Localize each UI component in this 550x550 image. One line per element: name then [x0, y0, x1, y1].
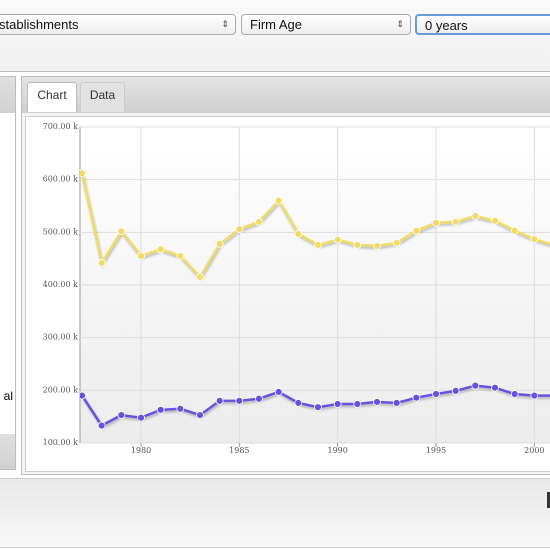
- point: [176, 404, 185, 413]
- panel-header: [0, 77, 15, 113]
- point: [510, 390, 519, 398]
- point: [491, 383, 499, 392]
- point: [294, 230, 303, 238]
- point: [117, 227, 126, 236]
- y-tick-label: 700.00 k: [43, 122, 79, 131]
- point: [373, 242, 381, 250]
- point: [117, 411, 126, 419]
- point: [156, 245, 165, 254]
- x-tick-label: 1980: [131, 446, 151, 455]
- point: [373, 398, 381, 406]
- y-tick-label: 200.00 k: [43, 385, 79, 394]
- point: [215, 396, 224, 405]
- point: [392, 399, 401, 407]
- point: [156, 405, 165, 414]
- point: [196, 411, 204, 419]
- point: [255, 394, 263, 403]
- panel-footer: [0, 434, 15, 469]
- point: [137, 252, 145, 260]
- point: [97, 421, 106, 430]
- point: [412, 226, 421, 235]
- point: [471, 381, 480, 390]
- y-tick-label: 600.00 k: [43, 175, 79, 184]
- point: [176, 252, 185, 260]
- y-tick-label: 100.00 k: [43, 438, 79, 447]
- point: [314, 241, 322, 249]
- select[interactable]: stablishments ⇕: [0, 14, 236, 35]
- point: [451, 386, 460, 395]
- y-tick-label: 400.00 k: [43, 280, 79, 289]
- point: [80, 391, 86, 400]
- select[interactable]: Firm Age ⇕: [241, 14, 411, 35]
- footer-bar: [0, 478, 550, 548]
- point: [274, 388, 283, 396]
- select-text: 0 years: [425, 18, 468, 33]
- point: [432, 390, 440, 398]
- select[interactable]: 0 years: [415, 14, 550, 35]
- plot: [80, 126, 550, 444]
- point: [530, 235, 539, 244]
- point: [412, 393, 421, 402]
- point: [353, 400, 362, 408]
- y-tick-label: 300.00 k: [43, 333, 79, 342]
- select-text: Firm Age: [250, 17, 303, 32]
- point: [80, 169, 86, 178]
- point: [314, 403, 322, 412]
- point: [471, 212, 480, 220]
- left-panel: al: [0, 76, 16, 470]
- point: [235, 225, 244, 234]
- y-tick-label: 500.00 k: [43, 227, 79, 236]
- point: [255, 217, 263, 226]
- x-tick-label: 2000: [524, 446, 544, 455]
- point: [196, 273, 204, 282]
- point: [97, 258, 106, 267]
- x-tick-label: 1985: [229, 446, 249, 455]
- point: [274, 196, 283, 205]
- point: [530, 391, 539, 400]
- point: [235, 396, 244, 405]
- select-text: stablishments: [0, 17, 79, 32]
- point: [137, 413, 145, 422]
- point: [215, 240, 224, 248]
- point: [451, 217, 460, 226]
- point: [333, 400, 342, 408]
- x-tick-label: 1995: [426, 446, 446, 455]
- point: [294, 399, 303, 407]
- footer-control: [547, 492, 550, 508]
- toolbar: [0, 0, 550, 72]
- point: [333, 235, 342, 244]
- point: [432, 218, 440, 227]
- panel-text: al: [3, 389, 13, 403]
- x-tick-label: 1990: [327, 446, 347, 455]
- point: [510, 226, 519, 235]
- tab[interactable]: Chart: [27, 82, 77, 112]
- tab[interactable]: Data: [80, 82, 125, 112]
- point: [491, 216, 499, 225]
- point: [353, 241, 362, 249]
- point: [392, 238, 401, 247]
